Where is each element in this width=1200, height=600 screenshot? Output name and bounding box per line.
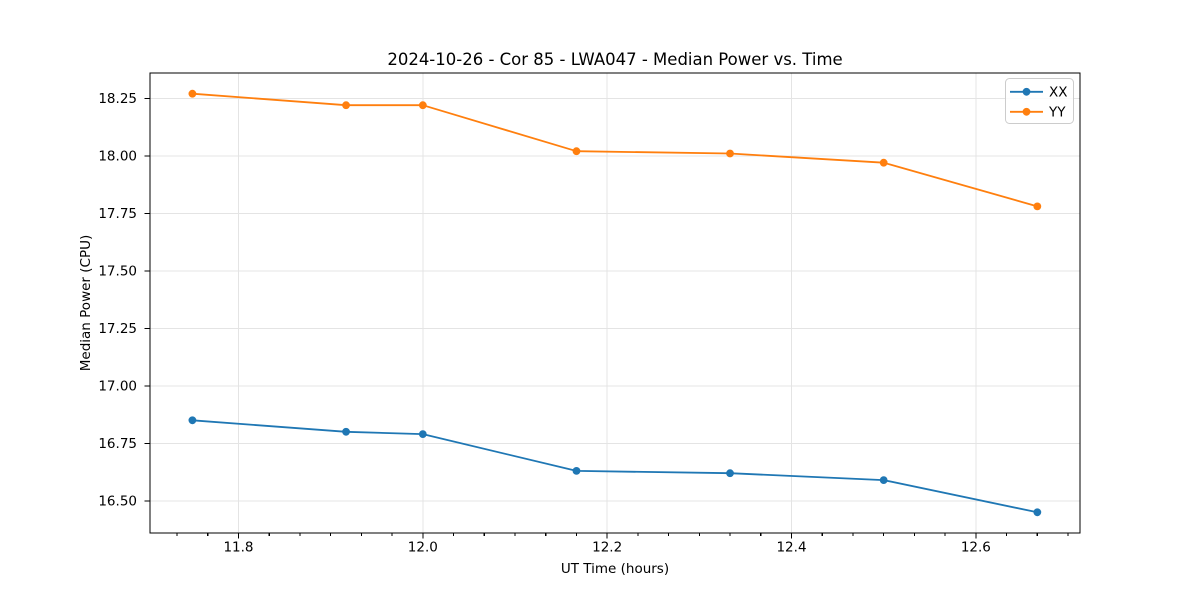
legend-label: XX [1049,85,1068,101]
y-tick-label: 16.75 [98,436,137,452]
series-XX [188,416,1042,517]
series-XX-marker [418,430,427,438]
series-XX-line [191,419,1039,514]
x-axis-label: UT Time (hours) [560,561,670,577]
legend-entry-xx: XX [1010,85,1068,101]
x-tick-label: 12.0 [408,540,438,556]
series-XX-marker [726,469,734,478]
series-YY-marker [726,149,734,158]
legend: XX YY [1005,78,1074,124]
series-XX-marker [342,427,350,436]
legend-entry-yy: YY [1010,105,1066,121]
axis-ticks [144,97,1069,539]
x-tick-label: 12.4 [776,540,806,556]
y-tick-label: 16.50 [98,494,137,510]
y-tick-label: 18.00 [98,149,137,165]
series-YY-marker [879,158,888,167]
legend-swatch-marker [1022,107,1031,116]
series-YY-marker [418,101,427,110]
y-tick-label: 17.50 [98,264,137,280]
legend-label: YY [1048,105,1066,121]
series-YY-marker [188,89,197,98]
series-YY-marker [572,147,581,156]
series-XX-marker [879,476,888,484]
series-XX-marker [188,416,197,425]
x-tick-label: 12.6 [961,540,991,556]
y-axis-label: Median Power (CPU) [78,234,94,372]
series-XX-marker [1033,508,1042,517]
chart-title: 2024-10-26 - Cor 85 - LWA047 - Median Po… [387,50,843,69]
plot-grid [150,73,1080,533]
legend-swatch-marker [1022,87,1031,96]
y-tick-label: 18.25 [98,91,137,107]
series-YY [188,89,1042,211]
series-YY-line [191,92,1039,208]
y-tick-label: 17.00 [98,379,137,395]
y-tick-label: 17.75 [98,206,137,222]
series-XX-marker [572,467,581,475]
series-YY-marker [1033,202,1042,211]
plot-border [149,72,1081,534]
series-YY-marker [342,101,350,110]
y-tick-label: 17.25 [98,321,137,337]
x-tick-label: 11.8 [223,540,253,556]
x-tick-label: 12.2 [592,540,622,556]
tick-labels: 11.8 12.0 12.2 12.4 12.6 16.50 16.75 17.00 17.25… [98,91,991,556]
